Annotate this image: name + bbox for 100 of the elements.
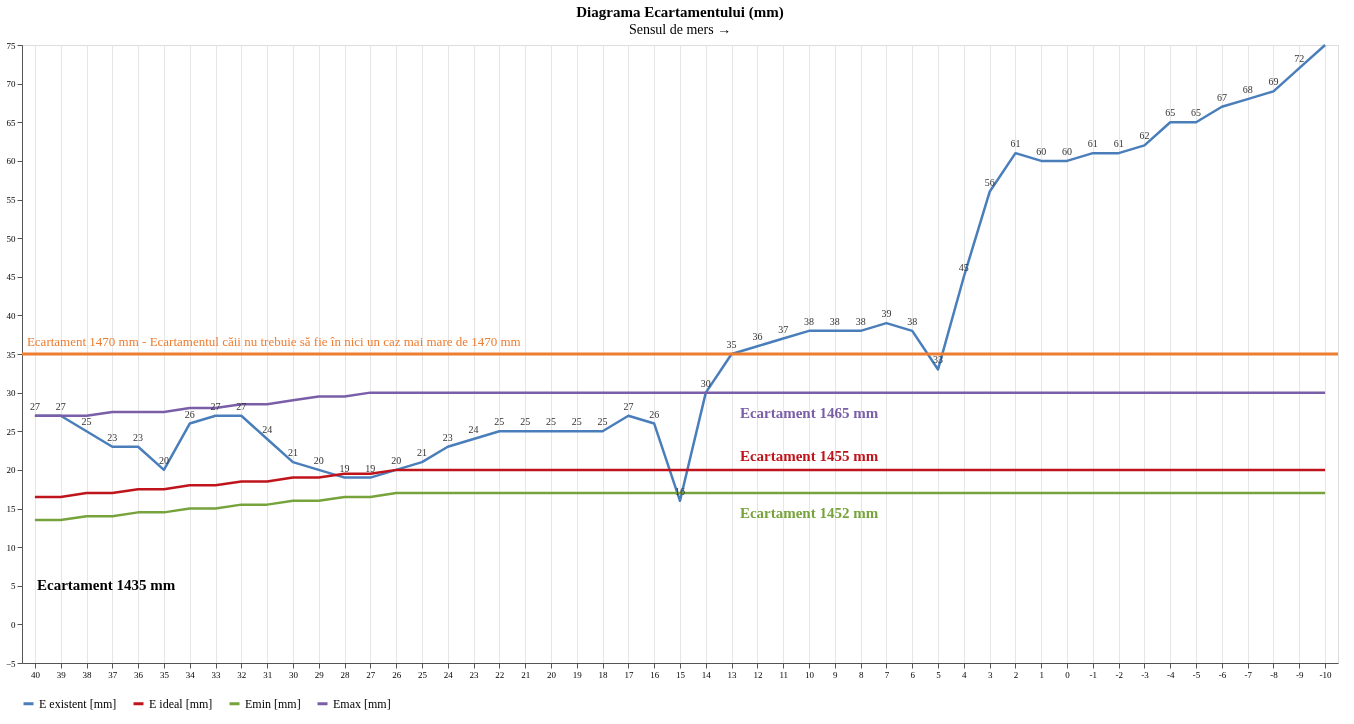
data-label: 25 — [81, 416, 92, 428]
x-tick-label: -9 — [1296, 669, 1305, 680]
y-tick-label: 45 — [6, 272, 16, 283]
x-tick-label: -1 — [1089, 669, 1098, 680]
x-tick-label: 15 — [676, 669, 686, 680]
x-tick-label: 20 — [546, 669, 557, 680]
data-label: 37 — [778, 323, 789, 335]
x-tick-label: 6 — [910, 669, 916, 680]
data-label: 21 — [416, 447, 427, 459]
x-tick-label: 5 — [936, 669, 942, 680]
legend-label: Emax [mm] — [333, 696, 391, 711]
data-label: 20 — [391, 454, 402, 466]
y-tick-label: 65 — [6, 117, 16, 128]
data-label: 23 — [442, 431, 453, 443]
data-label: 27 — [55, 400, 66, 412]
x-tick-label: 27 — [366, 669, 376, 680]
data-label: 38 — [829, 315, 840, 327]
data-label: 19 — [339, 462, 350, 474]
x-tick-label: 37 — [108, 669, 118, 680]
y-tick-label: 55 — [6, 195, 16, 205]
data-label: 21 — [287, 447, 298, 459]
x-tick-label: -2 — [1115, 669, 1123, 680]
y-tick-label: 20 — [6, 465, 16, 476]
x-tick-label: 13 — [727, 669, 738, 680]
x-tick-label: -5 — [1192, 669, 1201, 680]
x-tick-label: -3 — [1141, 669, 1150, 680]
y-tick-label: 10 — [6, 542, 16, 553]
x-tick-label: -10 — [1319, 669, 1333, 680]
data-label: 25 — [520, 416, 531, 428]
x-tick-label: 35 — [159, 669, 170, 680]
data-label: 61 — [1087, 138, 1098, 150]
legend-label: E existent [mm] — [39, 696, 117, 711]
x-tick-label: 39 — [56, 669, 67, 680]
x-tick-label: 30 — [288, 669, 299, 680]
x-tick-label: -4 — [1167, 669, 1176, 680]
y-tick-label: 50 — [6, 233, 16, 244]
y-tick-label: 40 — [6, 310, 16, 321]
x-tick-label: 34 — [185, 669, 196, 680]
ref-line-label: Ecartament 1470 mm - Ecartamentul căii nu trebuie să fie în nici un caz mai mare de 1470 mm — [26, 334, 521, 349]
x-tick-label: 0 — [1065, 669, 1071, 680]
x-tick-label: 10 — [805, 669, 815, 680]
data-label: 65 — [1165, 107, 1176, 119]
data-label: 60 — [1036, 145, 1047, 157]
data-label: 25 — [545, 416, 556, 428]
x-tick-label: 36 — [134, 669, 144, 680]
x-tick-label: 12 — [753, 669, 763, 680]
data-label: 25 — [597, 416, 608, 428]
data-label: 38 — [804, 315, 815, 327]
x-tick-label: 3 — [987, 669, 993, 680]
annotation: Ecartament 1452 mm — [739, 505, 879, 522]
x-tick-label: 25 — [417, 669, 428, 680]
data-label: 23 — [107, 431, 118, 443]
data-label: 20 — [313, 454, 324, 466]
chart-title: Diagrama Ecartamentului (mm) — [576, 4, 784, 21]
data-label: 61 — [1113, 138, 1124, 150]
x-tick-label: 33 — [211, 669, 222, 680]
x-tick-label: 26 — [392, 669, 402, 680]
data-label: 25 — [494, 416, 505, 428]
annotation: Ecartament 1465 mm — [739, 404, 879, 421]
data-label: 26 — [649, 408, 660, 420]
data-label: 69 — [1268, 76, 1279, 88]
x-tick-label: 24 — [443, 669, 454, 680]
legend-label: E ideal [mm] — [149, 696, 213, 711]
x-tick-label: 38 — [82, 669, 93, 680]
x-tick-label: 18 — [598, 669, 609, 680]
y-tick-label: 5 — [11, 581, 16, 592]
data-label: 26 — [184, 408, 195, 420]
x-tick-label: 4 — [962, 669, 968, 680]
data-label: 25 — [571, 416, 582, 428]
data-label: 39 — [881, 308, 892, 320]
x-tick-label: 32 — [237, 669, 247, 680]
y-tick-label: 75 — [6, 40, 16, 51]
x-tick-label: 2 — [1013, 669, 1019, 680]
y-tick-label: 30 — [6, 388, 16, 399]
x-tick-label: 40 — [30, 669, 41, 680]
data-label: 65 — [1191, 107, 1202, 119]
annotation: Ecartament 1455 mm — [739, 447, 879, 464]
y-tick-label: 60 — [6, 156, 16, 167]
data-label: 36 — [752, 331, 763, 343]
x-tick-label: 8 — [858, 669, 864, 680]
data-label: 61 — [1010, 138, 1021, 150]
x-tick-label: 16 — [650, 669, 660, 680]
x-tick-label: -7 — [1244, 669, 1253, 680]
x-tick-label: -8 — [1270, 669, 1279, 680]
x-tick-label: 14 — [701, 669, 712, 680]
data-label: 35 — [726, 339, 737, 350]
data-label: 56 — [984, 176, 995, 188]
x-tick-label: 22 — [495, 669, 505, 680]
x-tick-label: 17 — [624, 669, 634, 680]
x-tick-label: 23 — [469, 669, 480, 680]
y-tick-label: 25 — [6, 426, 16, 437]
x-tick-label: 21 — [521, 669, 531, 680]
data-label: 30 — [700, 377, 711, 389]
data-label: 23 — [133, 431, 144, 443]
y-tick-label: 0 — [11, 619, 16, 630]
data-label: 20 — [158, 454, 169, 466]
y-tick-label: 70 — [6, 79, 16, 90]
data-label: 60 — [1062, 145, 1073, 157]
data-label: 38 — [907, 315, 918, 327]
data-label: 27 — [623, 400, 634, 412]
